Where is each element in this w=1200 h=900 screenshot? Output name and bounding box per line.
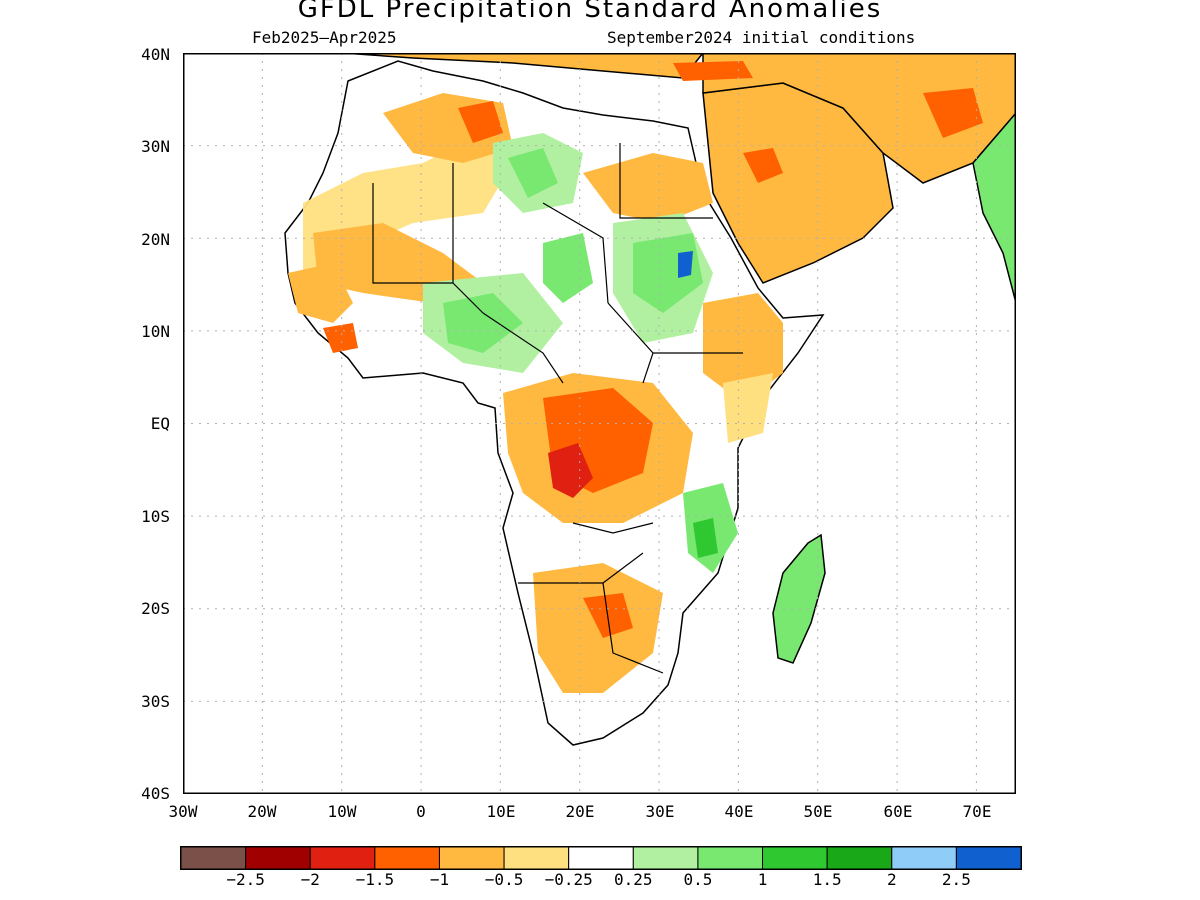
colorbar-swatch-10 [826, 846, 893, 870]
lat-label-10n: 10N [141, 322, 170, 341]
lon-label-70e: 70E [962, 802, 992, 821]
lon-label-20e: 20E [565, 802, 595, 821]
colorbar-label-2: −1.5 [355, 870, 395, 889]
colorbar-swatch-0 [180, 846, 247, 870]
lat-label-40n: 40N [141, 45, 170, 64]
initial-conditions-label: September2024 initial conditions [607, 28, 916, 47]
colorbar-label-4: −0.5 [484, 870, 524, 889]
colorbar-label-7: 0.5 [683, 870, 713, 889]
colorbar-label-3: −1 [429, 870, 450, 889]
lat-label-20s: 20S [141, 599, 170, 618]
colorbar-swatch-2 [309, 846, 376, 870]
lat-label-30s: 30S [141, 692, 170, 711]
lon-label-60e: 60E [883, 802, 913, 821]
lat-label-eq: EQ [150, 414, 170, 433]
lat-label-40s: 40S [141, 784, 170, 803]
colorbar-swatch-6 [568, 846, 634, 870]
lon-label-0: 0 [416, 802, 426, 821]
lat-label-10s: 10S [141, 507, 170, 526]
lon-label-10w: 10W [327, 802, 357, 821]
lon-label-30e: 30E [645, 802, 675, 821]
colorbar-label-8: 1 [757, 870, 768, 889]
lon-label-30w: 30W [168, 802, 198, 821]
colorbar-swatch-5 [503, 846, 570, 870]
country-borders [372, 143, 743, 674]
map-canvas [183, 53, 1016, 794]
colorbar-swatch-12 [955, 846, 1022, 870]
colorbar-label-5: −0.25 [544, 870, 593, 889]
madagascar-landmass [772, 533, 826, 664]
lon-label-40e: 40E [724, 802, 754, 821]
colorbar-label-1: −2 [300, 870, 320, 889]
map-border [183, 53, 1016, 794]
lon-label-10e: 10E [486, 802, 516, 821]
anomaly-map [183, 53, 1016, 794]
colorbar-label-9: 1.5 [812, 870, 842, 889]
colorbar-swatch-8 [697, 846, 764, 870]
colorbar [180, 846, 1022, 870]
lat-label-20n: 20N [141, 230, 170, 249]
colorbar-label-0: −2.5 [226, 870, 265, 889]
europe-strip [342, 53, 704, 79]
colorbar-label-6: 0.25 [614, 870, 653, 889]
colorbar-swatch-9 [762, 846, 828, 870]
graticule [183, 53, 1016, 794]
middle-east-landmass [702, 53, 1016, 184]
forecast-period: Feb2025–Apr2025 [252, 28, 397, 47]
india-landmass [972, 111, 1016, 304]
colorbar-label-10: 2 [886, 870, 897, 889]
lon-label-50e: 50E [803, 802, 833, 821]
colorbar-label-11: 2.5 [941, 870, 971, 889]
colorbar-swatch-11 [891, 846, 957, 870]
colorbar-swatch-7 [632, 846, 699, 870]
colorbar-swatch-3 [374, 846, 440, 870]
colorbar-swatch-4 [438, 846, 505, 870]
lat-label-30n: 30N [141, 137, 170, 156]
colorbar-swatch-1 [245, 846, 311, 870]
map-title: GFDL Precipitation Standard Anomalies [297, 0, 883, 24]
lon-label-20w: 20W [247, 802, 277, 821]
